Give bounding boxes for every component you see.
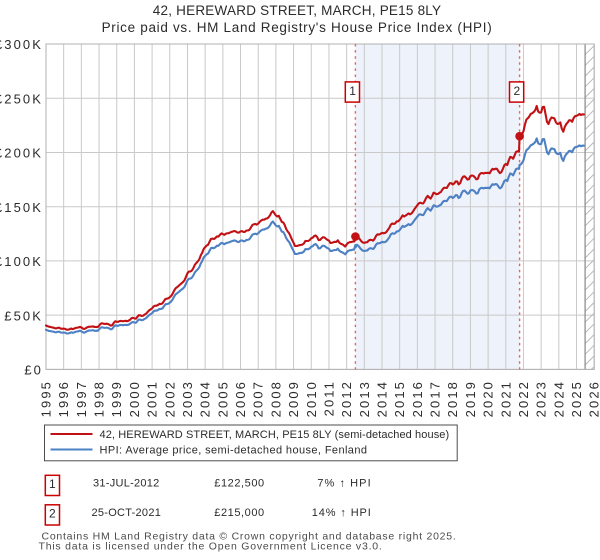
svg-text:2006: 2006	[233, 380, 248, 417]
svg-text:2025: 2025	[569, 380, 584, 417]
svg-text:1997: 1997	[74, 380, 89, 417]
svg-text:£100K: £100K	[0, 254, 43, 269]
svg-text:2020: 2020	[481, 380, 496, 417]
svg-text:2015: 2015	[392, 380, 407, 417]
svg-text:2019: 2019	[463, 380, 478, 417]
svg-text:£150K: £150K	[0, 200, 43, 215]
svg-text:Price paid vs. HM Land Registr: Price paid vs. HM Land Registry's House …	[102, 20, 493, 35]
svg-text:£0: £0	[24, 363, 43, 378]
svg-text:2012: 2012	[339, 380, 354, 417]
svg-text:1: 1	[349, 84, 356, 98]
svg-text:2022: 2022	[516, 380, 531, 417]
svg-text:42, HEREWARD STREET, MARCH, PE: 42, HEREWARD STREET, MARCH, PE15 8LY	[153, 3, 442, 18]
svg-text:2005: 2005	[215, 380, 230, 417]
svg-text:2014: 2014	[375, 380, 390, 417]
svg-text:£215,000: £215,000	[214, 507, 264, 519]
svg-text:2011: 2011	[321, 380, 336, 416]
svg-text:1998: 1998	[92, 380, 107, 417]
svg-text:2023: 2023	[534, 380, 549, 417]
svg-text:2003: 2003	[180, 380, 195, 417]
svg-text:£250K: £250K	[0, 91, 43, 106]
svg-text:7% ↑ HPI: 7% ↑ HPI	[317, 477, 371, 489]
svg-text:14% ↑ HPI: 14% ↑ HPI	[312, 507, 372, 519]
svg-text:2001: 2001	[145, 380, 160, 417]
svg-text:£200K: £200K	[0, 146, 43, 161]
svg-text:2016: 2016	[410, 380, 425, 417]
svg-text:1995: 1995	[39, 380, 54, 417]
svg-text:This data is licensed under th: This data is licensed under the Open Gov…	[39, 540, 383, 552]
svg-text:2008: 2008	[268, 380, 283, 417]
svg-text:2010: 2010	[304, 380, 319, 417]
svg-text:2: 2	[49, 507, 56, 521]
svg-text:42, HEREWARD STREET, MARCH, PE: 42, HEREWARD STREET, MARCH, PE15 8LY (se…	[100, 429, 450, 441]
svg-text:2009: 2009	[286, 380, 301, 417]
svg-text:2018: 2018	[445, 380, 460, 417]
svg-text:1: 1	[49, 477, 56, 491]
svg-text:2017: 2017	[428, 380, 443, 417]
svg-text:£300K: £300K	[0, 37, 43, 52]
svg-text:£122,500: £122,500	[214, 477, 264, 489]
svg-text:Contains HM Land Registry data: Contains HM Land Registry data © Crown c…	[42, 530, 457, 542]
svg-text:31-JUL-2012: 31-JUL-2012	[93, 477, 160, 489]
svg-text:2002: 2002	[162, 380, 177, 417]
svg-text:25-OCT-2021: 25-OCT-2021	[91, 507, 161, 519]
svg-text:2: 2	[513, 84, 520, 98]
svg-text:2004: 2004	[198, 380, 213, 417]
svg-text:2021: 2021	[498, 380, 513, 417]
svg-text:1999: 1999	[109, 380, 124, 417]
svg-text:2007: 2007	[251, 380, 266, 417]
svg-text:2026: 2026	[587, 380, 600, 417]
svg-text:2000: 2000	[127, 380, 142, 417]
svg-text:2024: 2024	[551, 380, 566, 417]
svg-text:HPI: Average price, semi-detac: HPI: Average price, semi-detached house,…	[100, 444, 368, 456]
svg-text:£50K: £50K	[4, 308, 43, 323]
svg-text:1996: 1996	[56, 380, 71, 417]
svg-text:2013: 2013	[357, 380, 372, 417]
